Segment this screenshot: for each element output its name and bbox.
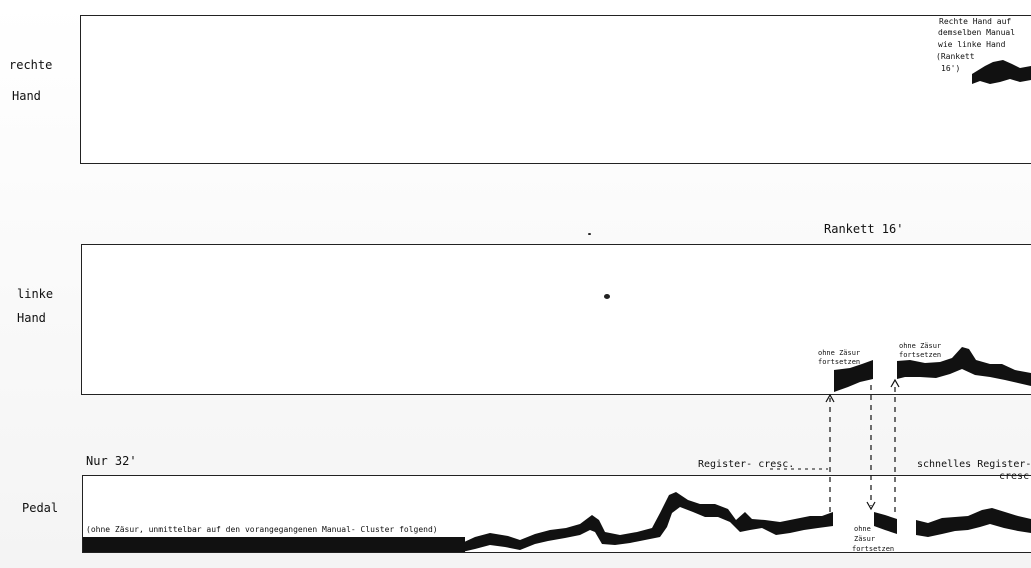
register-cresc-label: Register- cresc. — [698, 459, 795, 470]
right-hand-note-line4: (Rankett — [936, 52, 975, 61]
right-hand-note-line3: wie linke Hand — [938, 40, 1006, 49]
right-hand-label-line1: rechte — [9, 58, 53, 72]
rankett-label: Rankett 16' — [824, 222, 904, 236]
left-hand-staff — [81, 244, 1031, 395]
right-hand-note-line5: 16') — [941, 64, 961, 73]
ohne-zasur-note-1-line1: ohne Zäsur — [818, 349, 861, 357]
right-hand-note-line2: demselben Manual — [938, 28, 1016, 37]
left-hand-label-line1: linke — [17, 287, 54, 301]
right-hand-staff — [80, 15, 1031, 164]
ohne-zasur-note-2-line2: fortsetzen — [899, 351, 942, 359]
left-hand-label-line2: Hand — [17, 311, 46, 325]
schnelles-register-label-line1: schnelles Register- — [917, 459, 1031, 470]
pedal-label: Pedal — [22, 501, 59, 515]
pedal-staff — [82, 475, 1031, 553]
ohne-zasur-note-2-line1: ohne Zäsur — [899, 342, 942, 350]
schnelles-register-label-line2: cresc. — [999, 471, 1031, 482]
ohne-zasur-note-1-line2: fortsetzen — [818, 358, 861, 366]
nur-32-label: Nur 32' — [86, 454, 137, 468]
ink-speck — [588, 233, 591, 235]
ohne-zasur-note-3-line2: Zäsur — [854, 535, 876, 543]
ohne-zasur-note-3-line3: fortsetzen — [852, 545, 895, 553]
right-hand-note-line1: Rechte Hand auf — [939, 17, 1012, 26]
right-hand-label-line2: Hand — [12, 89, 41, 103]
pedal-note: (ohne Zäsur, unmittelbar auf den vorange… — [86, 525, 438, 534]
ink-speck — [604, 294, 610, 299]
ohne-zasur-note-3-line1: ohne — [854, 525, 871, 533]
